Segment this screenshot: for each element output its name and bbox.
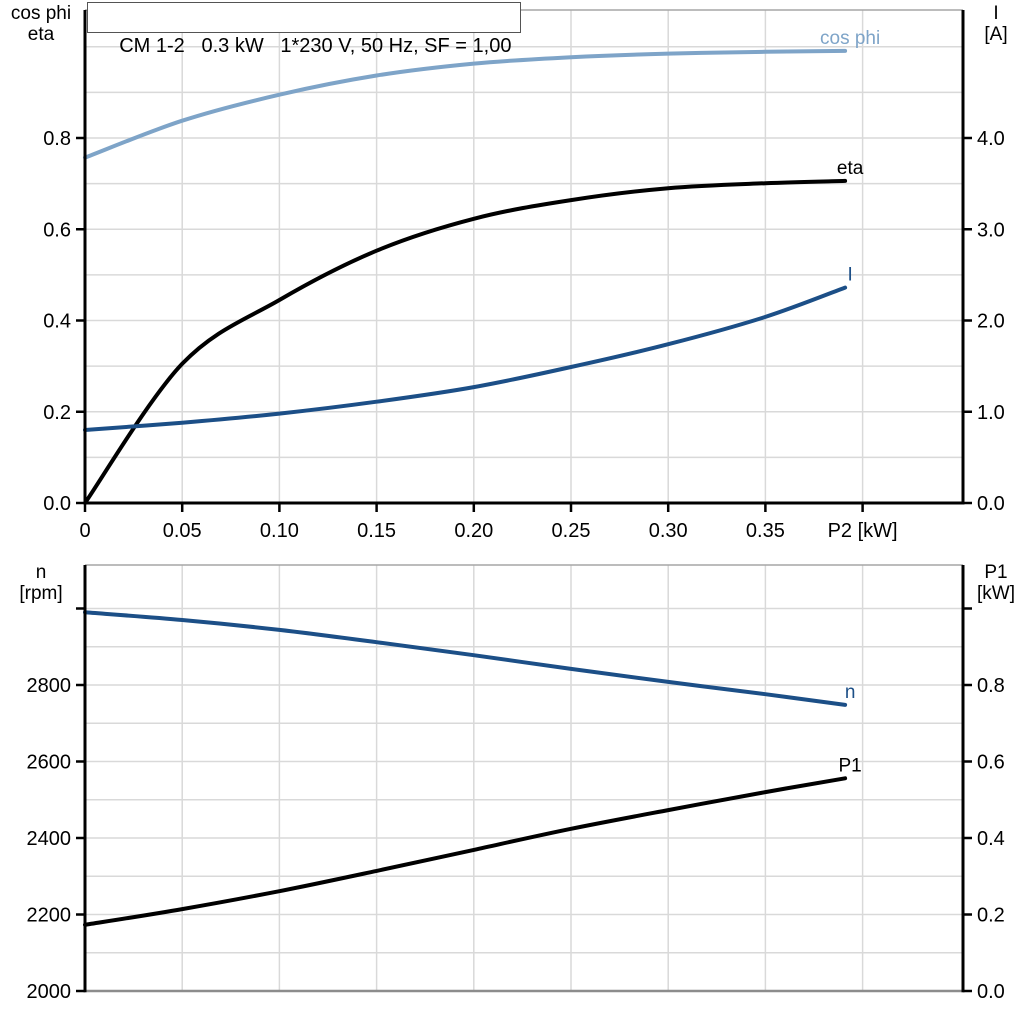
- axis-title-speed-unit: [rpm]: [19, 583, 63, 604]
- axis-title-p1: P1: [984, 562, 1008, 583]
- series-label-p1: P1: [838, 755, 861, 776]
- bottom-tick-label-right: 0.6: [977, 752, 1005, 774]
- bottom-tick-label-right: 0.4: [977, 828, 1005, 850]
- series-curve-cos-phi: [83, 48, 848, 160]
- bottom-tick-label-right: 0.0: [977, 981, 1005, 1003]
- axis-title-eta: eta: [27, 24, 55, 45]
- axis-title-cos-phi: cos phi: [10, 3, 72, 24]
- axis-title-p1-unit: [kW]: [977, 583, 1015, 604]
- axis-title-current: I: [993, 3, 999, 24]
- top-tick-label-x: 0.25: [552, 520, 591, 542]
- top-tick-label-right: 0.0: [977, 493, 1005, 515]
- top-tick-label-left: 0.0: [43, 493, 71, 515]
- bottom-right-axis-title: P1 [kW]: [968, 562, 1024, 604]
- top-tick-label-right: 1.0: [977, 402, 1005, 424]
- series-curve-i: [83, 285, 848, 432]
- bottom-tick-label-right: 0.8: [977, 675, 1005, 697]
- top-tick-label-x: 0.05: [163, 520, 202, 542]
- bottom-tick-label-left: 2400: [27, 828, 72, 850]
- series-curve-eta: [83, 178, 848, 505]
- top-tick-label-left: 0.2: [43, 402, 71, 424]
- top-tick-label-x: 0.30: [649, 520, 688, 542]
- top-tick-label-right: 2.0: [977, 311, 1005, 333]
- bottom-tick-label-left: 2000: [27, 981, 72, 1003]
- top-tick-label-left: 0.4: [43, 311, 71, 333]
- top-tick-label-right: 4.0: [977, 128, 1005, 150]
- top-tick-label-right: 3.0: [977, 219, 1005, 241]
- x-axis-label: P2 [kW]: [828, 520, 898, 542]
- bottom-tick-label-left: 2600: [27, 752, 72, 774]
- series-curve-n: [83, 610, 848, 707]
- top-right-axis-title: I [A]: [968, 3, 1024, 45]
- bottom-chart: n P1 2000 2200 2400 2600 2800 0.0 0.2 0.4 0.6 0.8: [27, 564, 1005, 1003]
- top-chart: cos phi eta I 0.0 0.2 0.4 0.6 0.8 0.0 1.0 2.0 3.0 4.…: [43, 9, 1005, 542]
- series-label-cos-phi: cos phi: [820, 28, 880, 49]
- top-tick-label-x: 0.10: [260, 520, 299, 542]
- series-label-n: n: [845, 682, 856, 703]
- top-tick-label-x: 0.15: [357, 520, 396, 542]
- bottom-left-axis-title: n [rpm]: [0, 562, 82, 604]
- chart-title: CM 1-2 0.3 kW 1*230 V, 50 Hz, SF = 1,00: [119, 35, 512, 57]
- bottom-tick-label-right: 0.2: [977, 905, 1005, 927]
- series-label-i: I: [847, 265, 852, 286]
- series-curve-p1: [83, 776, 848, 927]
- top-left-axis-title: cos phi eta: [0, 3, 82, 45]
- axis-title-current-unit: [A]: [984, 24, 1008, 45]
- top-tick-label-x: 0.20: [454, 520, 493, 542]
- top-tick-label-x: 0: [79, 520, 90, 542]
- top-tick-label-left: 0.8: [43, 128, 71, 150]
- chart-title-box: CM 1-2 0.3 kW 1*230 V, 50 Hz, SF = 1,00: [87, 2, 522, 57]
- bottom-tick-label-left: 2200: [27, 905, 72, 927]
- top-tick-label-left: 0.6: [43, 219, 71, 241]
- top-tick-label-x: 0.35: [746, 520, 785, 542]
- series-label-eta: eta: [837, 158, 864, 179]
- axis-title-speed: n: [35, 562, 47, 583]
- bottom-tick-label-left: 2800: [27, 675, 72, 697]
